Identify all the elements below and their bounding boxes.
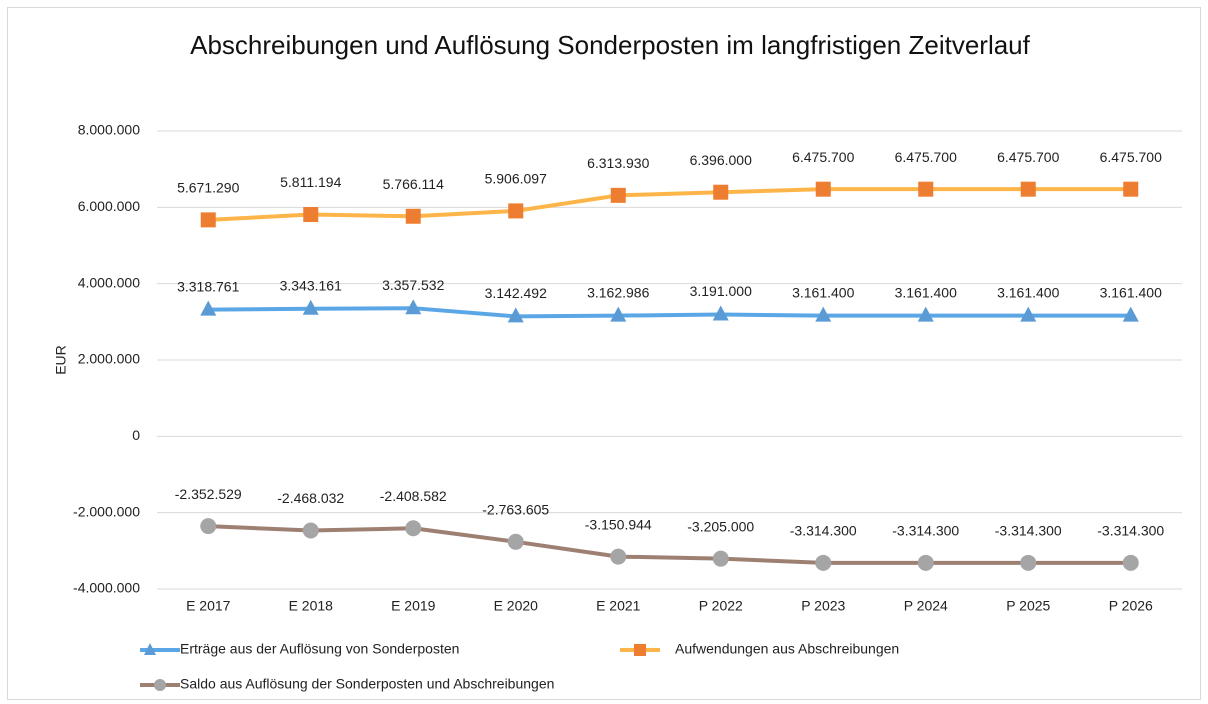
legend-marker [634, 644, 646, 656]
x-tick-label: E 2019 [391, 598, 436, 614]
data-point [713, 184, 729, 200]
data-point [1123, 181, 1139, 197]
legend-marker [144, 643, 156, 655]
data-point [815, 306, 832, 322]
data-label: -2.763.605 [482, 502, 549, 518]
y-tick-label: 0 [132, 427, 140, 443]
x-tick-label: P 2022 [699, 598, 743, 614]
series-line [208, 187, 1131, 222]
data-label: 3.357.532 [382, 277, 444, 293]
data-label: 6.313.930 [587, 155, 649, 171]
x-tick-label: P 2026 [1109, 598, 1153, 614]
data-label: 6.475.700 [792, 149, 854, 165]
y-axis-label: EUR [53, 345, 69, 375]
data-label: 3.318.761 [177, 278, 239, 294]
data-point [610, 187, 626, 203]
x-tick-label: E 2020 [494, 598, 539, 614]
data-point [610, 306, 627, 322]
data-label: -2.468.032 [277, 490, 344, 506]
data-label: 6.475.700 [1100, 149, 1162, 165]
data-point [303, 207, 319, 223]
data-label: 6.475.700 [895, 149, 957, 165]
data-point [610, 548, 627, 565]
legend-label: Erträge aus der Auflösung von Sonderpost… [180, 641, 459, 657]
data-point [917, 554, 934, 571]
data-label: 6.396.000 [690, 152, 752, 168]
data-point [508, 203, 524, 219]
legend-marker [154, 679, 166, 691]
data-point [1122, 306, 1139, 322]
data-point [405, 208, 421, 224]
data-label: 3.161.400 [792, 284, 854, 300]
data-point [1020, 181, 1036, 197]
data-point [507, 533, 524, 550]
data-point [200, 300, 217, 316]
data-label: 3.191.000 [690, 283, 752, 299]
y-tick-label: 6.000.000 [78, 198, 140, 214]
data-label: 3.161.400 [997, 284, 1059, 300]
y-tick-label: -2.000.000 [73, 503, 140, 519]
data-label: 6.475.700 [997, 149, 1059, 165]
x-tick-label: E 2021 [596, 598, 641, 614]
data-point [302, 522, 319, 539]
data-point [712, 550, 729, 567]
data-label: -3.314.300 [995, 523, 1062, 539]
data-label: 5.811.194 [280, 174, 341, 190]
data-label: -3.314.300 [790, 523, 857, 539]
y-tick-label: -4.000.000 [73, 580, 140, 596]
data-point [405, 520, 422, 537]
data-point [712, 305, 729, 321]
data-point [1020, 554, 1037, 571]
chart-border [7, 7, 1201, 700]
legend-label: Aufwendungen aus Abschreibungen [675, 641, 899, 657]
data-label: -3.314.300 [892, 523, 959, 539]
data-point [405, 299, 422, 315]
data-label: 3.161.400 [895, 284, 957, 300]
data-label: -3.314.300 [1097, 523, 1164, 539]
data-point [1020, 306, 1037, 322]
data-point [815, 554, 832, 571]
x-tick-label: E 2018 [289, 598, 334, 614]
y-tick-label: 2.000.000 [78, 351, 140, 367]
x-tick-label: P 2023 [801, 598, 845, 614]
data-label: 3.343.161 [280, 277, 342, 293]
data-label: 3.161.400 [1100, 284, 1162, 300]
data-point [1122, 554, 1139, 571]
legend-label: Saldo aus Auflösung der Sonderposten und… [180, 676, 554, 692]
data-point [917, 306, 934, 322]
data-label: 3.142.492 [485, 285, 547, 301]
series-line [208, 306, 1131, 319]
y-tick-label: 8.000.000 [78, 122, 140, 138]
data-label: -3.205.000 [687, 518, 754, 534]
data-point [507, 307, 524, 323]
data-point [200, 518, 217, 535]
series-line [208, 524, 1131, 565]
data-label: 5.906.097 [485, 171, 547, 187]
data-label: 3.162.986 [587, 284, 649, 300]
data-label: -2.408.582 [380, 488, 447, 504]
data-point [918, 181, 934, 197]
y-tick-label: 4.000.000 [78, 274, 140, 290]
data-point [200, 212, 216, 228]
data-label: -3.150.944 [585, 516, 652, 532]
data-label: 5.766.114 [383, 176, 444, 192]
data-label: -2.352.529 [175, 486, 242, 502]
x-tick-label: P 2025 [1006, 598, 1050, 614]
data-label: 5.671.290 [177, 180, 239, 196]
chart-title: Abschreibungen und Auflösung Sonderposte… [190, 30, 1030, 60]
data-point [815, 181, 831, 197]
x-tick-label: P 2024 [904, 598, 948, 614]
x-tick-label: E 2017 [186, 598, 231, 614]
data-point [302, 299, 319, 315]
